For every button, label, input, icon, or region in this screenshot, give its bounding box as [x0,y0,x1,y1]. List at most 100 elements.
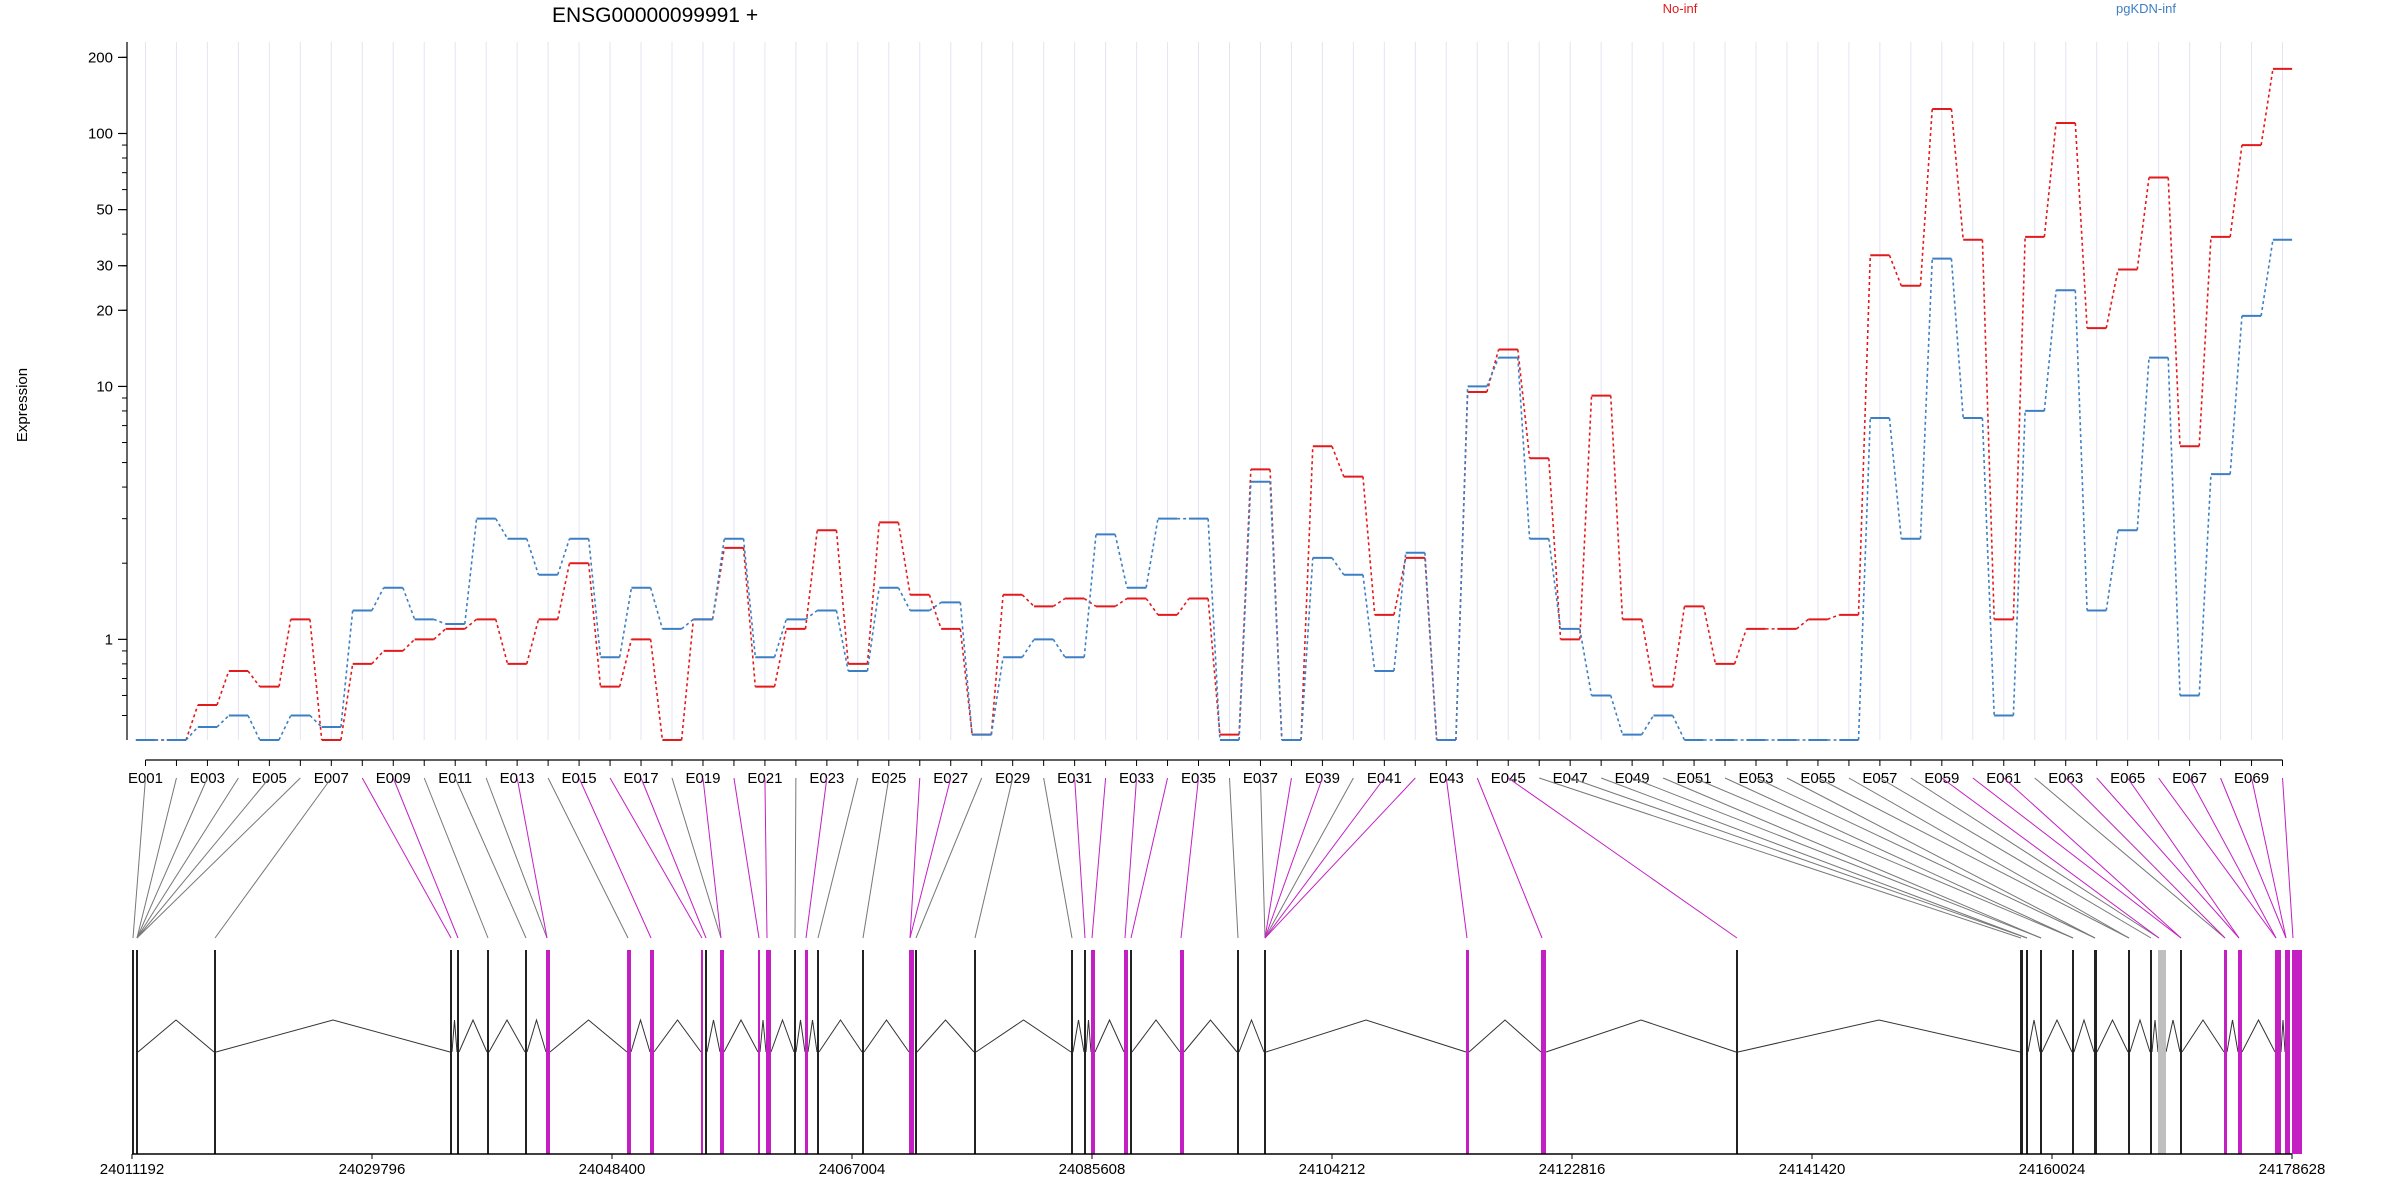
intron [1085,1019,1092,1053]
exon-box [1130,950,1132,1154]
intron [1183,1019,1238,1053]
exon-box [915,950,917,1154]
intron [451,1019,458,1053]
series-connector [1021,638,1035,658]
exon-connector [1693,777,2074,939]
genomic-tick-label: 24178628 [2259,1161,2326,1178]
exon-box [720,950,724,1154]
y-tick-label: 10 [96,378,113,395]
exon-connector [578,777,652,939]
genomic-tick-label: 24029796 [339,1161,406,1178]
intron [2181,1019,2225,1053]
intron [863,1019,910,1053]
series-connector [278,619,292,687]
series-connector [464,518,478,625]
series-connector [185,726,199,741]
intron [2096,1018,2129,1053]
genomic-axis: 24011192 24029796 24048400 24067004 24085608… [100,1153,2326,1178]
series-connector [1857,255,1872,615]
intron [795,1019,806,1053]
exon-connector [702,777,722,939]
series-connector [1207,518,1221,741]
chart-title: ENSG00000099991 + [552,4,758,27]
exon-box [136,950,138,1154]
intron [818,1019,863,1053]
intron [1737,1019,2021,1053]
intron [215,1019,451,1053]
exon-axis: E001 E003 E005 E007 E009 E011 E013 E015 E017 E019… [128,759,2284,787]
series-connector [1455,386,1469,741]
series-connector [928,601,942,612]
series-connector [1857,417,1872,741]
intron [2165,1019,2181,1053]
series-connector [247,670,261,688]
intron [1468,1019,1542,1053]
exon-box [2026,950,2028,1154]
grid [144,42,2284,740]
series-connector [835,610,850,672]
exon-box [1466,950,1469,1154]
series-connector [1981,417,1995,716]
exon-box [701,950,703,1154]
series-connector [1641,715,1655,736]
series-connector [649,587,664,630]
y-tick-label: 100 [88,125,113,142]
exon-box [2158,950,2166,1154]
series-connector [742,547,757,687]
legend-item: pgKDN-inf [2116,1,2176,16]
series-connector [464,618,478,630]
series-connector [1548,458,1562,640]
series-connector [340,610,354,728]
series-connector [1733,628,1748,665]
series-connector [1671,715,1686,741]
exon-connector [1539,777,2022,939]
series-connector [928,594,942,630]
intron [2027,1019,2041,1053]
series-connector [2074,290,2088,611]
series-connector [1331,445,1345,477]
exon-connector [1264,777,1354,939]
series-connector [1578,628,1593,696]
y-axis: 1 10 20 30 50 100 200 [88,42,128,740]
intron [458,1018,488,1053]
series-pgKDN-inf [135,238,2293,741]
intron [770,1018,795,1053]
series-connector [371,587,385,611]
exon-connector [1180,777,1200,939]
series-connector [1486,357,1500,387]
series-connector [1176,598,1190,616]
series-connector [711,538,726,620]
series-connector [525,619,540,665]
series-connector [804,530,819,629]
series-connector [2012,236,2026,620]
exon-connector [1124,777,1138,939]
intron [759,1019,767,1053]
exon-box [2128,950,2130,1154]
genomic-tick-label: 24067004 [819,1161,886,1178]
series-connector [1424,552,1438,741]
exon-connector [1264,777,1385,939]
exon-connector [862,777,890,939]
series-connector [866,522,880,664]
intron [549,1019,628,1053]
series-connector [556,563,571,620]
exon-connector [1476,777,1543,939]
exon-box [1084,950,1086,1154]
series-connector [1331,557,1345,576]
exon-connector [1264,777,1292,939]
exon-connector [1972,777,2182,939]
legend: No-inf pgKDN-inf [1663,1,2177,16]
series-connector [1950,108,1964,240]
series-connector [2198,236,2212,447]
exon-connectors [132,777,2294,939]
exon-connector [136,777,270,939]
intron [526,1018,547,1053]
exon-box [487,950,489,1154]
intron [2041,1018,2073,1053]
series-connector [897,522,911,595]
series-connector [2167,357,2181,696]
series-connector [2105,269,2119,329]
series-connector [1269,481,1283,741]
series-connector [1609,695,1624,735]
exon-connector [1879,777,2152,939]
